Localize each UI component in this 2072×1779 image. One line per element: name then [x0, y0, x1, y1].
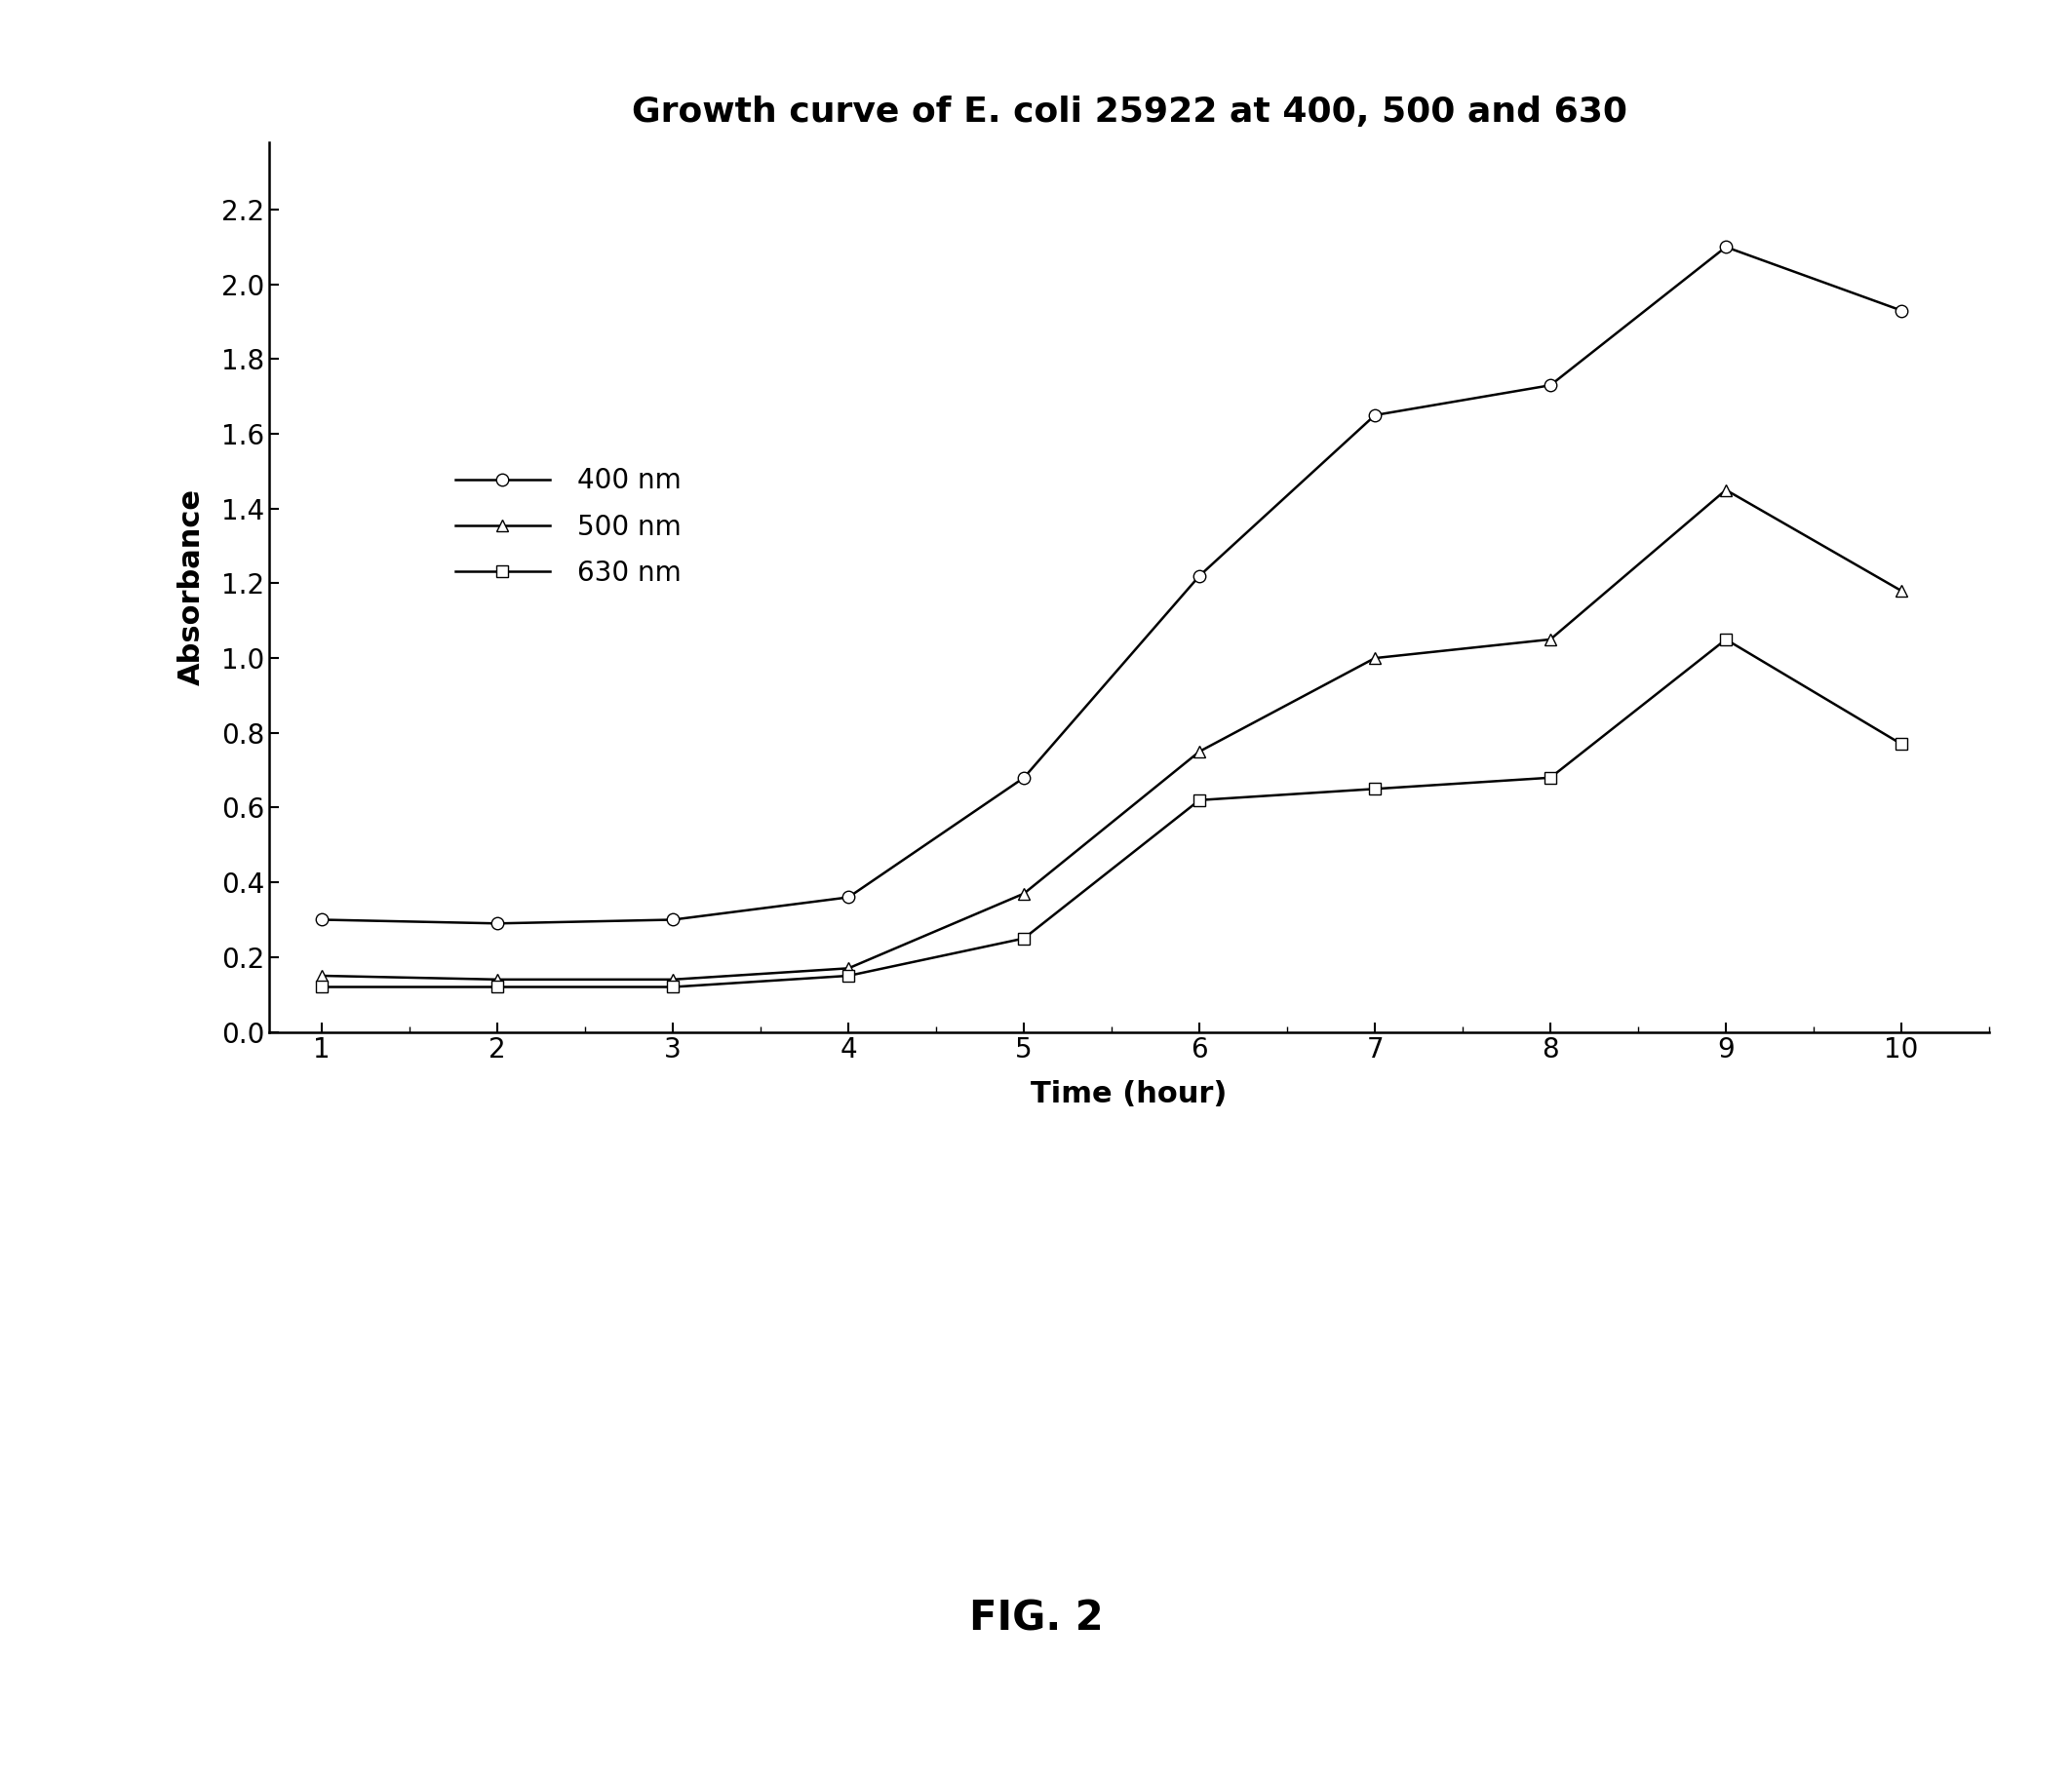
Y-axis label: Absorbance: Absorbance	[176, 489, 205, 685]
500 nm	[835, 957, 860, 978]
Line: 400 nm: 400 nm	[315, 240, 1908, 930]
400 nm	[1537, 375, 1562, 397]
500 nm	[1187, 740, 1212, 761]
500 nm	[1890, 580, 1915, 601]
500 nm	[1537, 628, 1562, 649]
Line: 630 nm: 630 nm	[315, 633, 1908, 993]
630 nm	[485, 977, 510, 998]
400 nm	[1011, 767, 1036, 788]
400 nm	[835, 886, 860, 907]
400 nm	[1890, 301, 1915, 322]
630 nm	[1537, 767, 1562, 788]
Line: 500 nm: 500 nm	[315, 484, 1908, 986]
500 nm	[1714, 479, 1738, 500]
500 nm	[309, 964, 334, 986]
400 nm	[661, 909, 686, 930]
X-axis label: Time (hour): Time (hour)	[1032, 1080, 1227, 1108]
Legend: 400 nm, 500 nm, 630 nm: 400 nm, 500 nm, 630 nm	[456, 468, 682, 587]
Title: Growth curve of E. coli 25922 at 400, 500 and 630: Growth curve of E. coli 25922 at 400, 50…	[632, 96, 1627, 128]
400 nm	[485, 913, 510, 934]
630 nm	[835, 964, 860, 986]
630 nm	[1714, 628, 1738, 649]
400 nm	[1363, 404, 1388, 425]
500 nm	[1011, 882, 1036, 904]
500 nm	[661, 970, 686, 991]
630 nm	[1187, 790, 1212, 811]
630 nm	[661, 977, 686, 998]
400 nm	[1714, 237, 1738, 258]
400 nm	[309, 909, 334, 930]
630 nm	[1011, 927, 1036, 948]
630 nm	[1363, 777, 1388, 799]
500 nm	[1363, 648, 1388, 669]
500 nm	[485, 970, 510, 991]
630 nm	[309, 977, 334, 998]
Text: FIG. 2: FIG. 2	[970, 1598, 1102, 1640]
630 nm	[1890, 733, 1915, 754]
400 nm	[1187, 566, 1212, 587]
